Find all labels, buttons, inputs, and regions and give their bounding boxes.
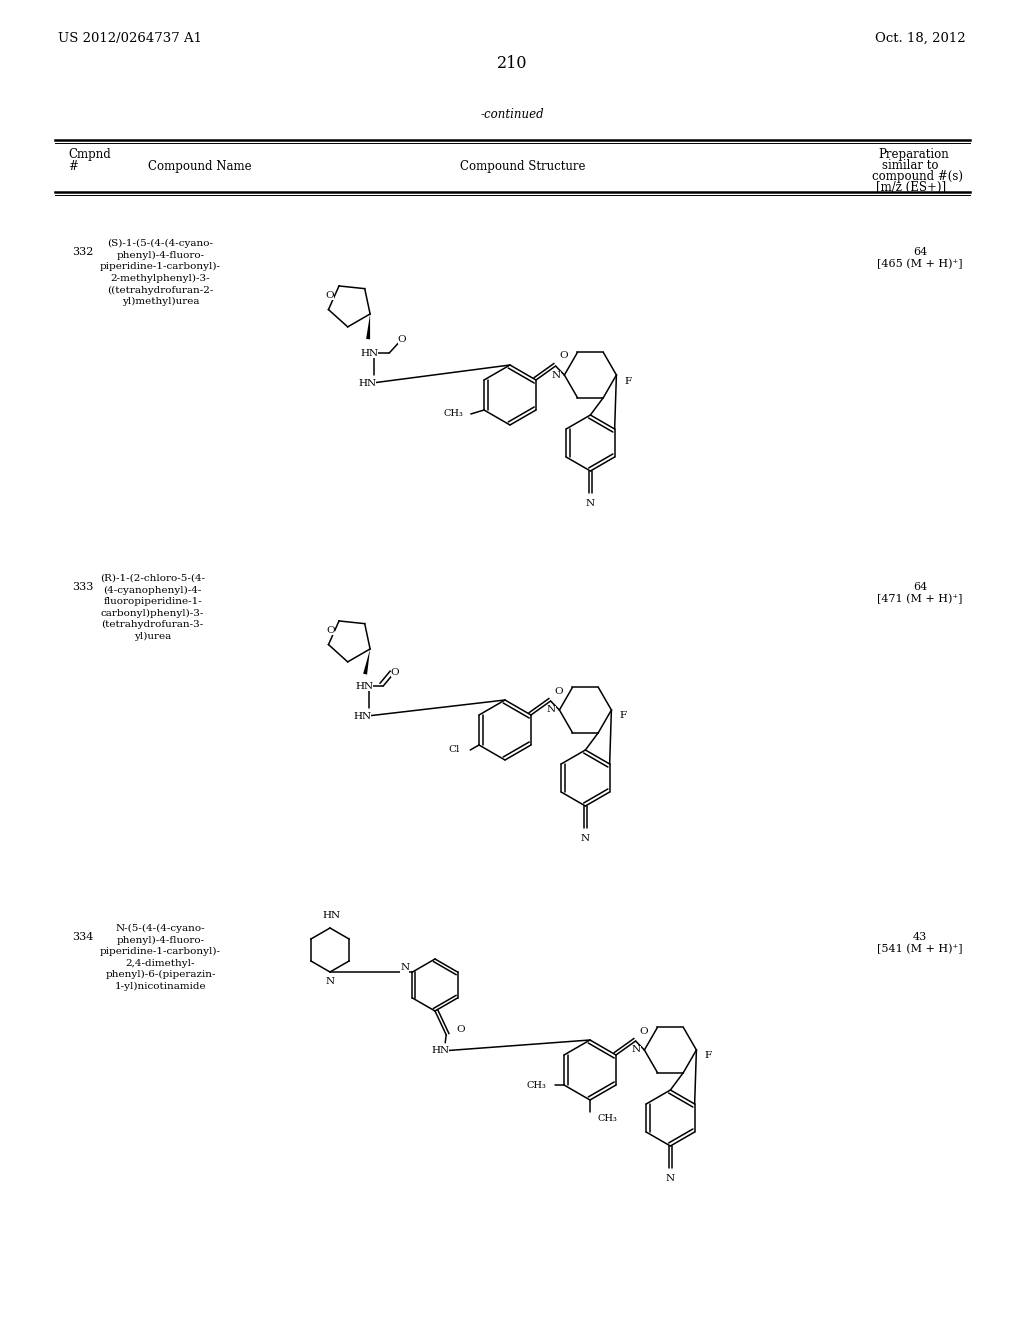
Text: N: N [581, 834, 590, 843]
Text: HN: HN [431, 1047, 450, 1055]
Text: F: F [705, 1052, 712, 1060]
Text: HN: HN [323, 912, 341, 920]
Text: CH₃: CH₃ [526, 1081, 547, 1089]
Text: N: N [547, 705, 556, 714]
Text: HN: HN [358, 379, 376, 388]
Text: Oct. 18, 2012: Oct. 18, 2012 [876, 32, 966, 45]
Text: N: N [632, 1045, 641, 1055]
Text: N: N [552, 371, 561, 380]
Text: 43: 43 [912, 932, 927, 942]
Text: 210: 210 [497, 55, 527, 73]
Text: F: F [625, 376, 632, 385]
Text: 64: 64 [912, 582, 927, 591]
Text: [471 (M + H)⁺]: [471 (M + H)⁺] [878, 594, 963, 605]
Text: O: O [391, 668, 399, 677]
Text: HN: HN [353, 711, 372, 721]
Text: 64: 64 [912, 247, 927, 257]
Text: Compound Name: Compound Name [148, 160, 252, 173]
Text: #: # [68, 160, 78, 173]
Text: US 2012/0264737 A1: US 2012/0264737 A1 [58, 32, 202, 45]
Text: O: O [639, 1027, 648, 1035]
Text: N: N [586, 499, 595, 508]
Text: compound #(s): compound #(s) [872, 170, 963, 183]
Text: Cl: Cl [449, 746, 460, 755]
Text: [m/z (ES+)]: [m/z (ES+)] [876, 181, 946, 194]
Text: (S)-1-(5-(4-(4-cyano-
phenyl)-4-fluoro-
piperidine-1-carbonyl)-
2-methylphenyl)-: (S)-1-(5-(4-(4-cyano- phenyl)-4-fluoro- … [100, 239, 221, 306]
Text: Cmpnd: Cmpnd [68, 148, 111, 161]
Text: O: O [559, 351, 568, 360]
Text: O: O [456, 1026, 465, 1035]
Polygon shape [367, 314, 370, 339]
Text: N: N [326, 978, 335, 986]
Text: similar to: similar to [882, 158, 939, 172]
Text: N-(5-(4-(4-cyano-
phenyl)-4-fluoro-
piperidine-1-carbonyl)-
2,4-dimethyl-
phenyl: N-(5-(4-(4-cyano- phenyl)-4-fluoro- pipe… [100, 924, 221, 991]
Text: O: O [326, 292, 334, 300]
Text: CH₃: CH₃ [598, 1114, 617, 1123]
Text: [465 (M + H)⁺]: [465 (M + H)⁺] [878, 259, 963, 269]
Text: CH₃: CH₃ [444, 409, 464, 418]
Text: O: O [327, 626, 335, 635]
Text: HN: HN [360, 348, 378, 358]
Text: N: N [666, 1173, 675, 1183]
Text: 334: 334 [72, 932, 93, 942]
Text: HN: HN [355, 681, 373, 690]
Polygon shape [364, 649, 370, 675]
Text: 332: 332 [72, 247, 93, 257]
Text: (R)-1-(2-chloro-5-(4-
(4-cyanophenyl)-4-
fluoropiperidine-1-
carbonyl)phenyl)-3-: (R)-1-(2-chloro-5-(4- (4-cyanophenyl)-4-… [100, 574, 205, 642]
Text: Compound Structure: Compound Structure [460, 160, 586, 173]
Text: O: O [554, 686, 563, 696]
Text: O: O [397, 335, 407, 343]
Text: -continued: -continued [480, 108, 544, 121]
Text: 333: 333 [72, 582, 93, 591]
Text: [541 (M + H)⁺]: [541 (M + H)⁺] [878, 944, 963, 954]
Text: Preparation: Preparation [878, 148, 949, 161]
Text: F: F [620, 711, 627, 721]
Text: N: N [400, 964, 410, 973]
